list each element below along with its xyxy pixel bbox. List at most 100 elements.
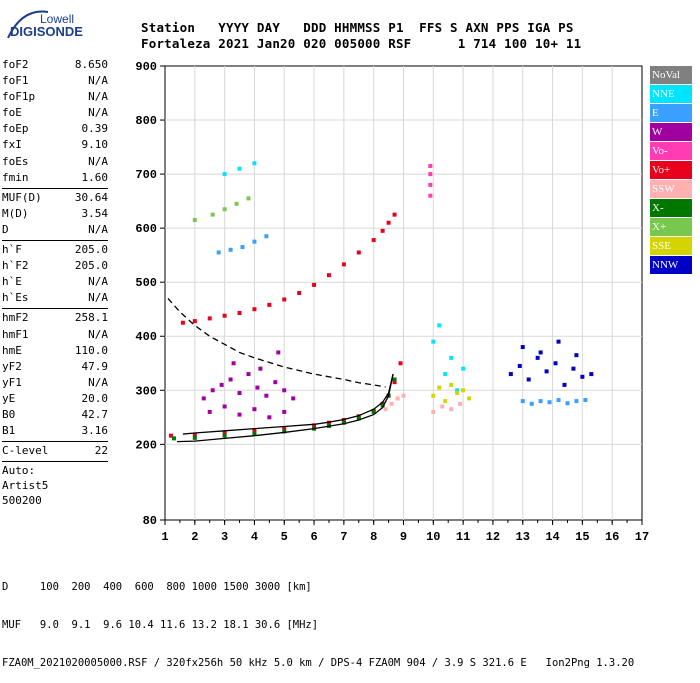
polarization-legend: NoVal NNE E W Vo- Vo+ SSW X- X+ SSE NNW — [650, 66, 692, 275]
echo-point — [380, 228, 385, 233]
param-row: B1 3.16 — [2, 424, 108, 440]
echo-point — [273, 380, 278, 385]
legend-item: E — [650, 104, 692, 122]
echo-point — [389, 401, 394, 406]
echo-point — [437, 385, 442, 390]
echo-point — [207, 316, 212, 321]
echo-point — [356, 250, 361, 255]
echo-point — [443, 399, 448, 404]
param-value: 22 — [94, 444, 108, 458]
echo-point — [192, 319, 197, 324]
param-value: 110.0 — [74, 343, 108, 357]
echo-point — [517, 363, 522, 368]
footer-muf-row: MUF 9.0 9.1 9.6 10.4 11.6 13.2 18.1 30.6… — [2, 619, 319, 631]
param-name: h`E — [2, 275, 22, 289]
x-tick-label: 12 — [486, 530, 500, 544]
echo-point — [580, 374, 585, 379]
echo-point — [246, 372, 251, 377]
param-value: N/A — [88, 291, 108, 305]
echo-point — [449, 407, 454, 412]
echo-point — [237, 412, 242, 417]
profile-line — [182, 373, 394, 435]
param-value: N/A — [88, 154, 108, 168]
echo-point — [431, 339, 436, 344]
echo-point — [535, 355, 540, 360]
echo-point — [216, 250, 221, 255]
param-value: N/A — [88, 90, 108, 104]
x-tick-label: 6 — [310, 530, 317, 544]
param-name: M(D) — [2, 206, 29, 220]
y-tick-label: 700 — [135, 168, 157, 182]
echo-point — [252, 239, 257, 244]
echo-point — [455, 388, 460, 393]
param-value: 3.54 — [81, 206, 109, 220]
echo-point — [264, 393, 269, 398]
echo-point — [168, 433, 173, 438]
param-row: hmF1 N/A — [2, 328, 108, 344]
echo-point — [210, 388, 215, 393]
param-row: fmin 1.60 — [2, 171, 108, 187]
echo-point — [538, 399, 543, 404]
footer-file-info: FZA0M_2021020005000.RSF / 320fx256h 50 k… — [2, 657, 635, 669]
echo-point — [529, 401, 534, 406]
echo-point — [443, 372, 448, 377]
x-tick-label: 8 — [370, 530, 377, 544]
param-divider — [2, 308, 108, 310]
param-row: foEs N/A — [2, 155, 108, 171]
echo-point — [201, 396, 206, 401]
echo-point — [222, 207, 227, 212]
legend-item: Vo- — [650, 142, 692, 160]
echo-point — [252, 161, 257, 166]
echo-point — [252, 428, 257, 433]
echo-point — [228, 247, 233, 252]
param-name: hmF2 — [2, 311, 29, 325]
x-tick-label: 16 — [605, 530, 619, 544]
x-tick-label: 1 — [161, 530, 168, 544]
echo-point — [222, 313, 227, 318]
echo-point — [401, 393, 406, 398]
param-row: h`Es N/A — [2, 291, 108, 307]
param-row: C-level 22 — [2, 444, 108, 460]
param-row: foF1p N/A — [2, 90, 108, 106]
param-name: foF2 — [2, 58, 29, 71]
echo-point — [574, 399, 579, 404]
param-name: yE — [2, 391, 16, 405]
echo-point — [431, 409, 436, 414]
param-row: h`E N/A — [2, 275, 108, 291]
echo-point — [556, 398, 561, 403]
echo-point — [574, 353, 579, 358]
auto-scaling-text: 500200 — [2, 494, 42, 508]
lowell-digisonde-logo: Lowell DIGISONDE — [4, 4, 124, 48]
legend-item: Vo+ — [650, 161, 692, 179]
x-tick-label: 13 — [516, 530, 530, 544]
param-name: D — [2, 222, 9, 236]
x-tick-label: 5 — [281, 530, 288, 544]
echo-point — [234, 201, 239, 206]
param-value: N/A — [88, 222, 108, 236]
param-divider — [2, 441, 108, 443]
echo-point — [264, 234, 269, 239]
echo-point — [544, 369, 549, 374]
param-name: foE — [2, 106, 22, 120]
param-value: 258.1 — [74, 311, 108, 325]
echo-point — [547, 400, 552, 405]
x-tick-label: 9 — [400, 530, 407, 544]
echo-point — [222, 433, 227, 438]
echo-point — [538, 350, 543, 355]
header-labels: Station YYYY DAY DDD HHMMSS P1 FFS S AXN… — [141, 20, 574, 35]
echo-point — [428, 163, 433, 168]
echo-point — [431, 393, 436, 398]
echo-point — [341, 420, 346, 425]
echo-point — [282, 297, 287, 302]
echo-point — [222, 404, 227, 409]
param-row: M(D) 3.54 — [2, 207, 108, 223]
echo-point — [267, 415, 272, 420]
echo-point — [556, 339, 561, 344]
echo-point — [246, 196, 251, 201]
echo-point — [276, 350, 281, 355]
echo-point — [180, 320, 185, 325]
param-value: 205.0 — [74, 259, 108, 273]
echo-point — [526, 377, 531, 382]
param-row: yE 20.0 — [2, 392, 108, 408]
param-name: hmE — [2, 343, 22, 357]
